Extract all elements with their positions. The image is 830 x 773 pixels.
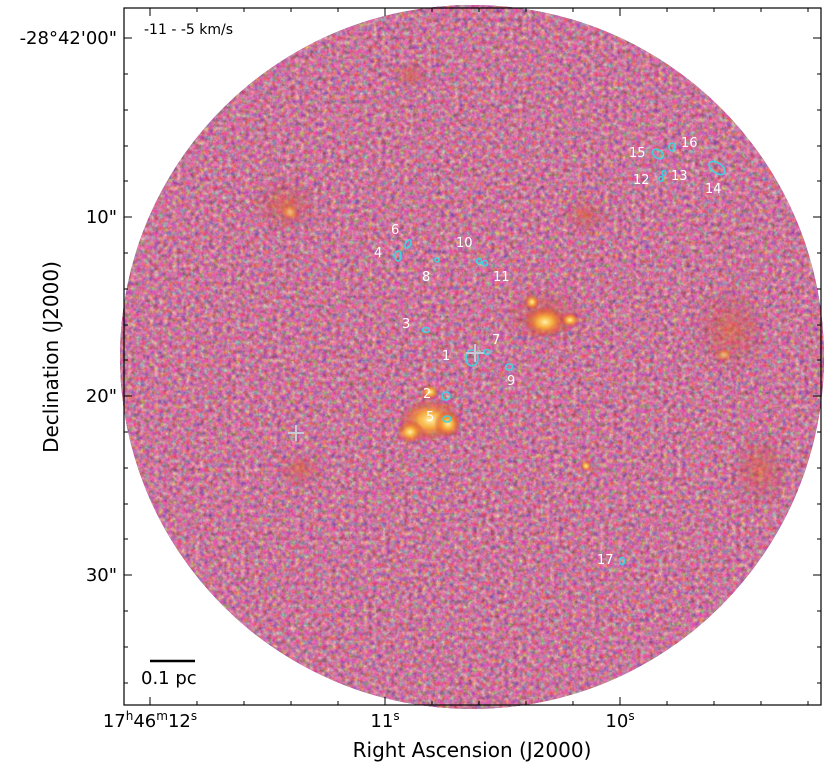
source-contour-9: [504, 363, 514, 371]
y-tick-labels: -28°42'00" 10" 20" 30": [20, 28, 117, 586]
source-contour-12: [658, 175, 664, 183]
cross-marker-west: [288, 425, 304, 441]
source-label-16: 16: [681, 136, 698, 151]
source-label-14: 14: [705, 182, 722, 197]
y-tick-label: -28°42'00": [20, 28, 117, 49]
x-axis-title: Right Ascension (J2000): [353, 738, 592, 762]
source-labels: 1 2 3 4 5 6 7 8 9 10 11 12 13 14 15 16 1…: [374, 136, 722, 568]
source-label-2: 2: [423, 387, 431, 402]
source-label-9: 9: [507, 374, 515, 389]
source-label-5: 5: [426, 410, 434, 425]
source-label-15: 15: [629, 146, 646, 161]
source-label-11: 11: [493, 270, 510, 285]
source-label-17: 17: [597, 553, 614, 568]
source-contours: [394, 142, 726, 566]
source-label-3: 3: [402, 317, 410, 332]
source-label-6: 6: [391, 223, 399, 238]
source-contour-10: [475, 257, 483, 265]
cross-marker-center: [466, 344, 484, 362]
source-contour-2: [441, 391, 451, 401]
y-tick-label: 30": [86, 565, 117, 586]
source-label-4: 4: [374, 246, 382, 261]
scale-bar-label: 0.1 pc: [141, 668, 197, 689]
velocity-range-label: -11 - -5 km/s: [144, 22, 233, 38]
source-contour-15: [651, 148, 665, 160]
source-contour-1: [465, 349, 479, 367]
source-contour-11: [481, 259, 489, 267]
x-tick-label: 17h46m12s: [103, 709, 197, 732]
y-tick-label: 10": [86, 207, 117, 228]
source-contour-14: [708, 160, 726, 176]
source-label-10: 10: [456, 236, 473, 251]
y-axis-title: Declination (J2000): [39, 261, 63, 453]
marker-crosses: [288, 344, 484, 441]
source-label-13: 13: [671, 169, 688, 184]
source-label-8: 8: [422, 270, 430, 285]
source-label-1: 1: [442, 349, 450, 364]
source-contour-16: [668, 142, 676, 152]
source-contour-5: [442, 415, 452, 423]
plot-frame: [123, 7, 822, 706]
x-tick-label: 10s: [605, 709, 634, 732]
source-contour-4: [394, 250, 402, 262]
y-tick-label: 20": [86, 386, 117, 407]
x-tick-labels: 17h46m12s 11s 10s: [103, 709, 635, 732]
source-label-12: 12: [633, 173, 650, 188]
source-label-7: 7: [492, 333, 500, 348]
source-contour-6: [404, 239, 412, 249]
emission-map: [120, 5, 824, 709]
x-tick-label: 11s: [370, 709, 399, 732]
source-contour-17: [618, 556, 626, 566]
source-contour-13: [661, 169, 667, 177]
source-contour-3: [421, 326, 431, 334]
source-contour-8: [434, 257, 440, 263]
axis-ticks: [124, 8, 821, 705]
